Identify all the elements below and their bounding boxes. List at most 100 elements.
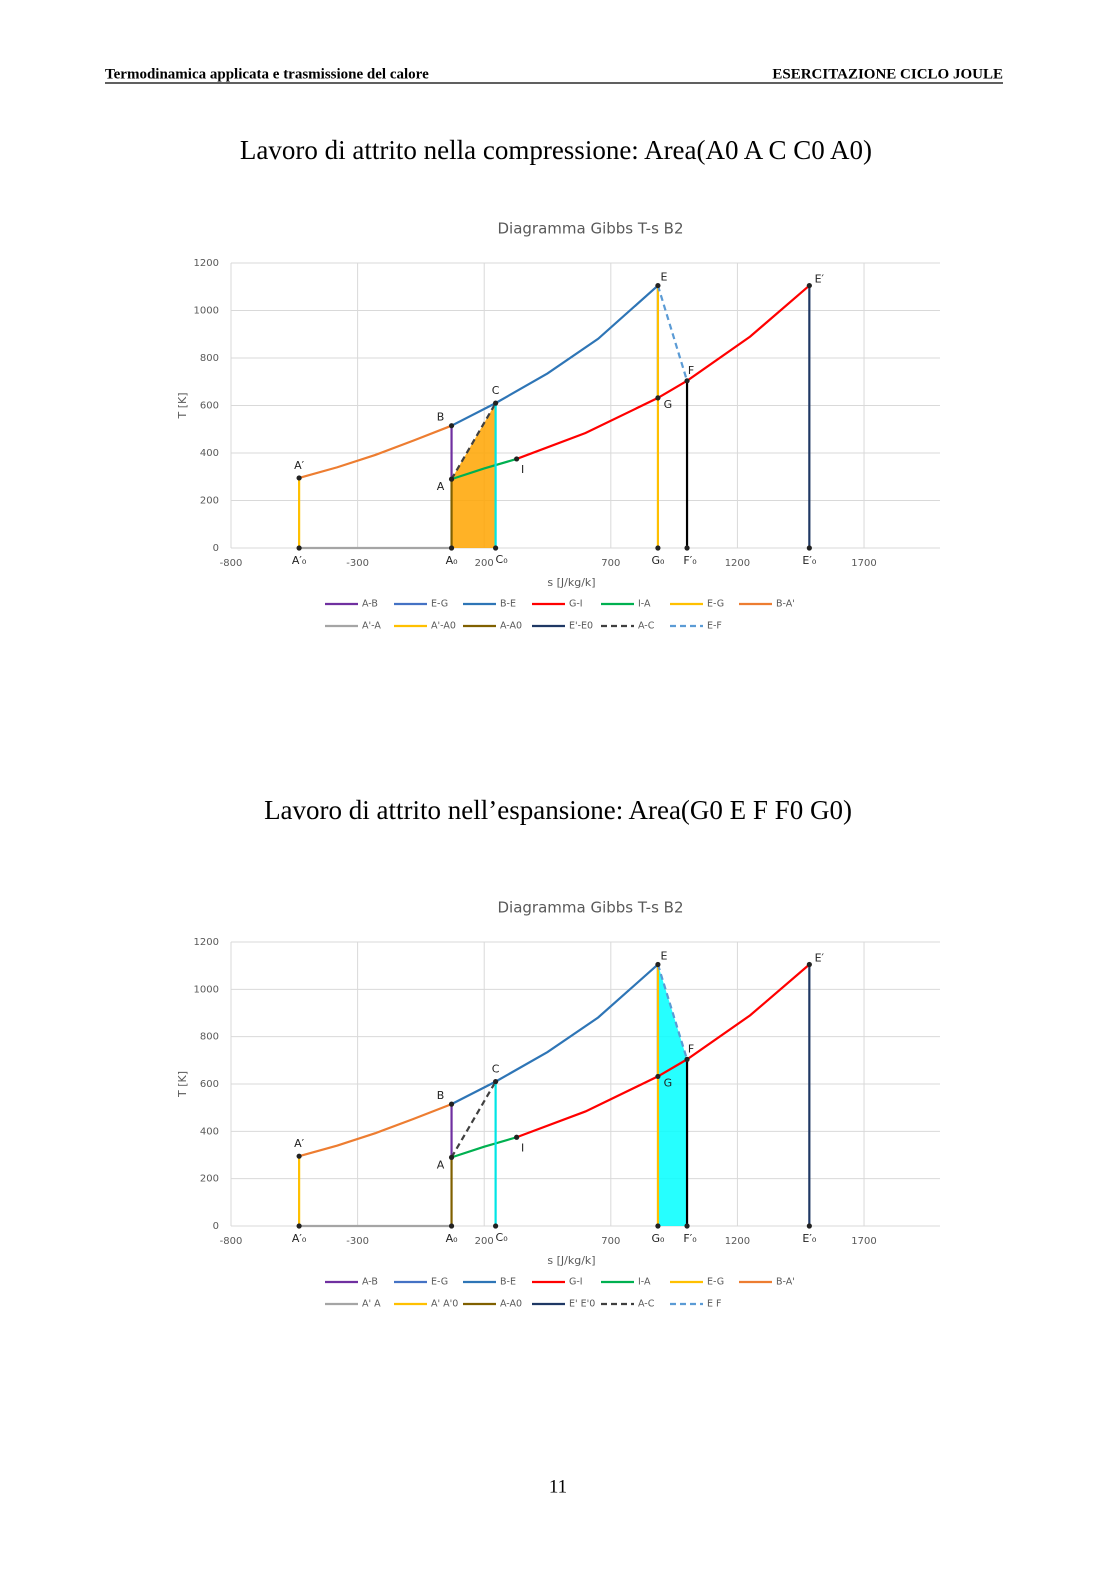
series-line [451,284,659,427]
header-left: Termodinamica applicata e trasmissione d… [105,66,429,82]
series-line [656,285,689,382]
y-tick-label: 600 [200,401,219,412]
point-label: B [437,411,445,424]
x-tick-label: -300 [346,558,369,569]
legend-label: A' A'0 [431,1299,458,1310]
point-marker [514,1134,520,1140]
heading: Lavoro di attrito nella compressione: Ar… [240,135,872,165]
y-tick-label: 0 [213,1221,219,1232]
legend-label: B-A' [776,1277,795,1288]
point-label: C [492,1063,500,1076]
page-number: 11 [549,1476,567,1497]
point-marker [296,1153,302,1159]
legend-label: E-G [431,599,448,610]
legend-label: A-B [362,599,378,610]
series-line [298,424,452,479]
series-line [451,457,517,481]
point-marker [448,423,455,429]
series-line [516,963,811,1139]
series-line [656,964,689,1060]
point-marker [514,456,520,462]
point-label: C [492,384,500,397]
legend-label: I-A [638,599,651,610]
y-tick-label: 1000 [194,306,219,317]
legend-label: A' A [362,1299,381,1310]
point-label: A′ [294,459,305,472]
y-axis-label: T [K] [176,1071,189,1098]
point-label: I [521,1141,524,1154]
point-marker [684,378,690,384]
legend-label: E-F [707,621,722,632]
legend-label: A-C [638,1299,655,1310]
point-label: E′₀ [802,1232,816,1245]
point-marker [493,400,499,406]
point-label: B [437,1089,445,1102]
point-marker [655,395,661,401]
x-axis-label: s [J/kg/k] [547,1254,595,1267]
point-marker [296,545,302,551]
y-tick-label: 0 [213,543,219,554]
chart-title: Diagramma Gibbs T-s B2 [497,899,683,917]
point-marker [448,1154,455,1160]
point-marker [655,961,661,968]
point-label: F [688,364,694,377]
point-marker [296,1223,302,1229]
y-tick-label: 600 [200,1079,219,1090]
point-label: E′₀ [802,554,816,567]
heading: Lavoro di attrito nell’espansione: Area(… [264,795,852,825]
legend-label: E-G [707,1277,724,1288]
series-line [516,284,811,460]
point-marker [684,545,690,551]
legend-label: A-A0 [500,1299,522,1310]
legend-label: G-I [569,1277,583,1288]
chart-title: Diagramma Gibbs T-s B2 [497,220,683,238]
point-label: A′₀ [292,554,307,567]
point-label: A₀ [446,554,459,567]
x-tick-label: 700 [601,1236,620,1247]
legend-label: E'-E0 [569,621,593,632]
x-tick-label: 1200 [725,1236,750,1247]
point-label: I [521,463,524,476]
legend-label: A-C [638,621,655,632]
x-tick-label: 1700 [851,1236,876,1247]
point-label: G [664,1076,673,1089]
y-tick-label: 400 [200,448,219,459]
x-tick-label: 1200 [725,558,750,569]
legend-label: A'-A [362,621,381,632]
point-label: E′ [815,273,825,286]
point-marker [448,1101,455,1107]
y-tick-label: 1200 [194,258,219,269]
series-line [298,1103,452,1158]
point-marker [684,1223,690,1229]
point-label: A [437,1158,445,1171]
series-line [450,1081,497,1158]
x-tick-label: 1700 [851,558,876,569]
x-tick-label: 700 [601,558,620,569]
x-tick-label: -800 [220,1236,243,1247]
y-tick-label: 1000 [194,984,219,995]
x-tick-label: -300 [346,1236,369,1247]
point-label: A′₀ [292,1232,307,1245]
point-marker [448,1223,455,1229]
y-axis-label: T [K] [176,392,189,419]
legend-label: A-B [362,1277,378,1288]
legend-label: E' E'0 [569,1299,595,1310]
point-label: F [688,1042,694,1055]
legend-label: G-I [569,599,583,610]
shaded-area [657,964,688,1226]
legend-label: E-G [431,1277,448,1288]
point-marker [806,1223,812,1229]
x-tick-label: -800 [220,558,243,569]
point-marker [806,545,812,551]
point-marker [806,282,812,289]
point-label: E′ [815,951,825,964]
point-marker [448,545,455,551]
legend-label: B-A' [776,599,795,610]
point-label: F′₀ [683,554,697,567]
legend-label: A-A0 [500,621,522,632]
y-tick-label: 1200 [194,937,219,948]
legend-label: B-E [500,1277,516,1288]
series-line [450,402,497,480]
y-tick-label: 200 [200,1174,219,1185]
point-marker [655,282,661,289]
